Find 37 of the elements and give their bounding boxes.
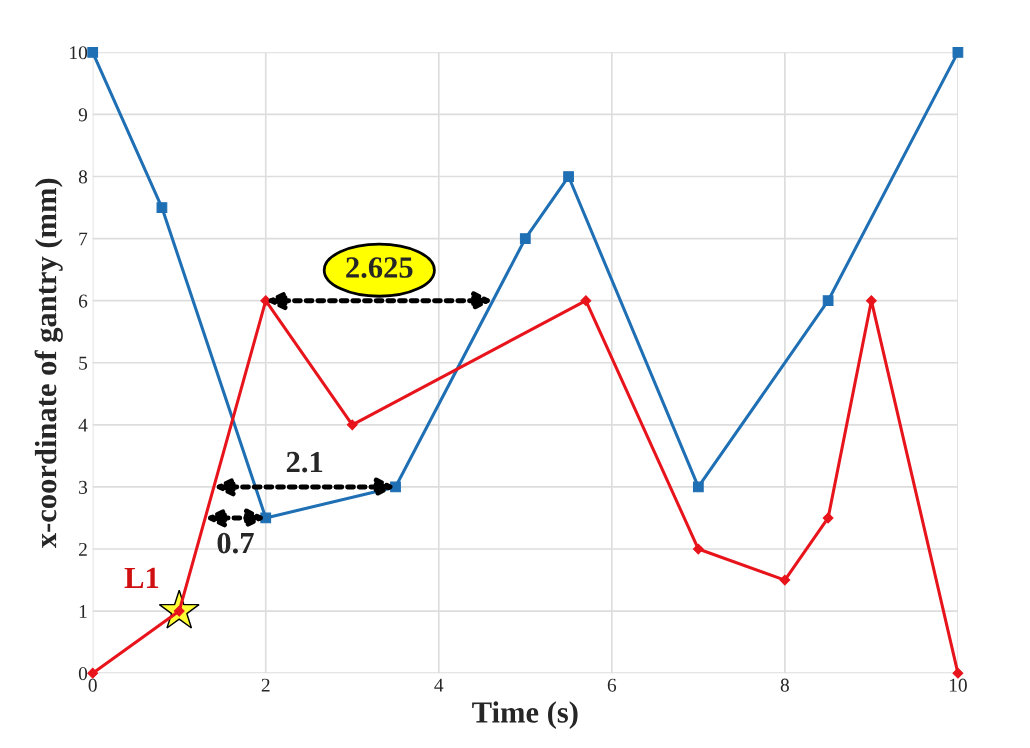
y-tick-label: 9 (78, 108, 88, 122)
y-tick-label: 5 (79, 356, 88, 370)
x-tick-label: 0 (88, 678, 97, 692)
annotation: L1 (124, 567, 159, 588)
y-tick-label: 2 (78, 542, 87, 556)
y-tick-label: 3 (79, 480, 88, 494)
y-tick-label: 1 (79, 605, 87, 618)
y-tick-label: 7 (79, 232, 88, 246)
y-tick-label: 4 (78, 418, 88, 432)
y-tick-label: 6 (78, 294, 88, 308)
point (346, 419, 358, 431)
point (779, 574, 791, 586)
point (87, 46, 99, 58)
x-tick-label: 10 (949, 678, 967, 692)
y-tick-label: 8 (78, 170, 88, 184)
y-axis-title: x-coordinate of gantry (mm) (34, 178, 63, 549)
x-tick-label: 6 (607, 678, 617, 692)
x-tick-label: 8 (780, 678, 789, 692)
x-tick-label: 4 (434, 678, 444, 692)
annotation: 2.1 (286, 451, 323, 473)
x-tick-label: 2 (261, 678, 270, 692)
y-tick-label: 10 (70, 46, 88, 60)
x-axis-title: Time (s) (472, 701, 578, 729)
annotation: 2.625 (346, 257, 413, 278)
annotation: 0.7 (217, 532, 254, 554)
point (87, 667, 99, 679)
point (692, 481, 704, 493)
point (519, 233, 531, 244)
point (952, 667, 964, 679)
point (822, 295, 834, 307)
point (822, 512, 834, 524)
point (692, 543, 704, 555)
y-tick-label: 0 (78, 667, 88, 681)
point (952, 46, 964, 58)
point (580, 295, 592, 307)
point (156, 202, 168, 213)
point (563, 171, 574, 182)
